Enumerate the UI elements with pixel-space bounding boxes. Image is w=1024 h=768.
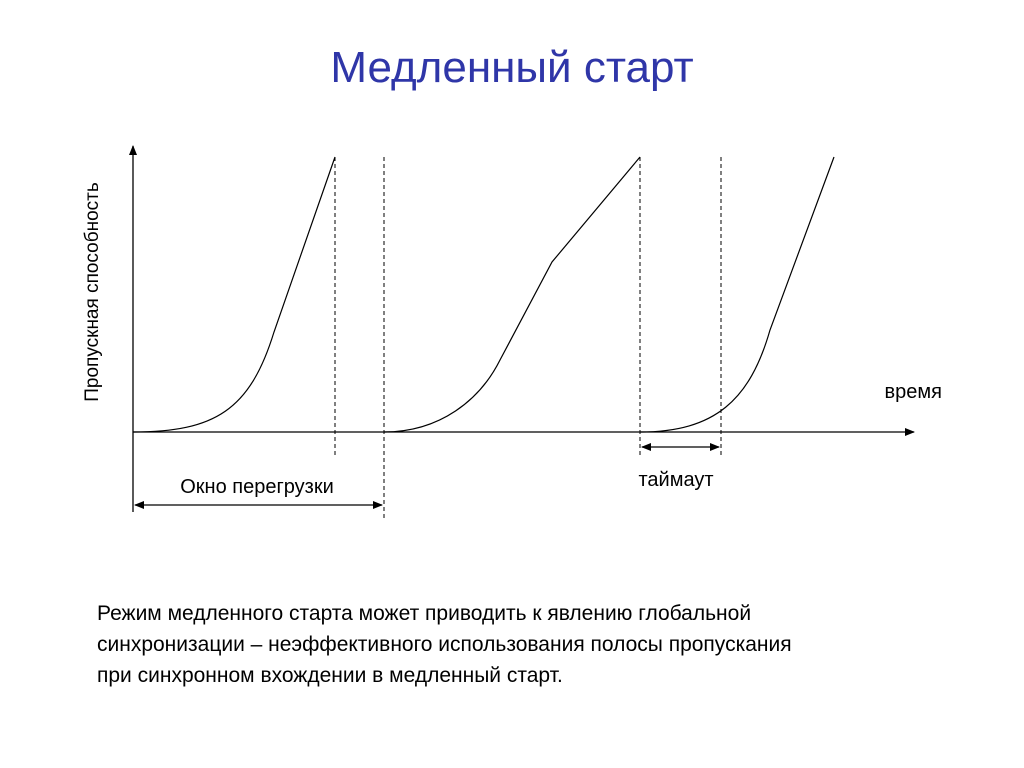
caption: Режим медленного старта может приводить … <box>97 598 977 691</box>
y-axis-label: Пропускная способность <box>82 182 103 402</box>
window-label: Окно перегрузки <box>180 476 334 498</box>
caption-line-2: синхронизации – неэффективного использов… <box>97 633 792 656</box>
caption-line-1: Режим медленного старта может приводить … <box>97 602 752 625</box>
throughput-curve-2 <box>383 156 641 433</box>
throughput-curve-3 <box>639 156 835 433</box>
slide-title: Медленный старт <box>330 43 694 92</box>
throughput-curve-1 <box>132 156 336 433</box>
x-axis-label: время <box>885 381 942 403</box>
timeout-label: таймаут <box>638 469 713 491</box>
caption-line-3: при синхронном вхождении в медленный ста… <box>97 664 563 687</box>
